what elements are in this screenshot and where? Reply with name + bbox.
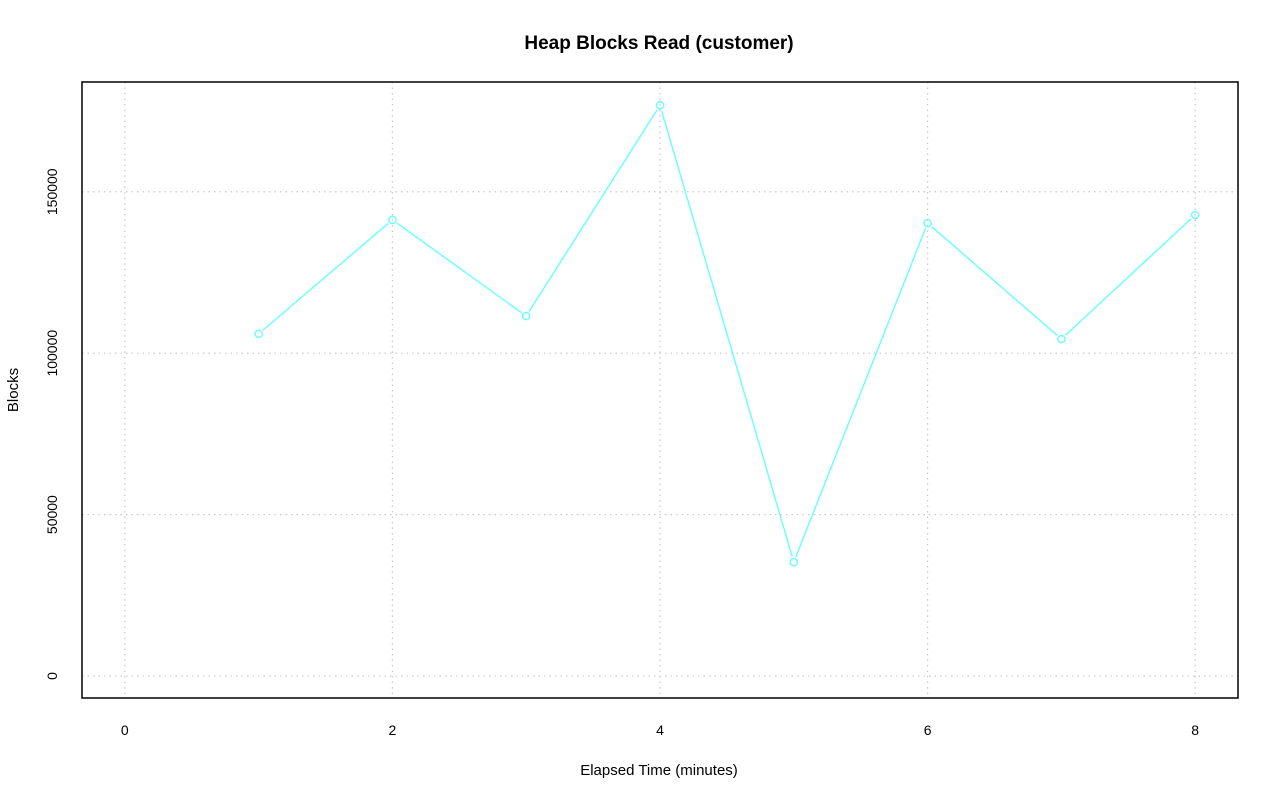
series-line-segment [528, 109, 658, 312]
series-layer [254, 100, 1200, 567]
y-tick-label: 50000 [44, 495, 60, 534]
data-point [655, 100, 665, 110]
data-point [923, 218, 932, 228]
y-axis: 0 50000 100000 150000 [44, 168, 60, 680]
data-point [521, 311, 531, 321]
data-point [789, 557, 799, 567]
x-tick-label: 6 [924, 722, 932, 738]
y-tick-label: 100000 [44, 330, 60, 377]
data-point [1190, 210, 1200, 220]
y-tick-label: 150000 [44, 168, 60, 215]
x-tick-label: 0 [121, 722, 129, 738]
x-axis: 0 2 4 6 8 [121, 722, 1199, 738]
data-point [388, 215, 397, 225]
series-line-segment [262, 222, 389, 331]
x-tick-label: 2 [389, 722, 397, 738]
series-line-segment [660, 110, 793, 557]
plot-frame [81, 81, 1239, 699]
x-tick-label: 4 [656, 722, 664, 738]
y-axis-label: Blocks [5, 368, 22, 412]
data-point [1057, 334, 1066, 344]
y-tick-label: 0 [44, 672, 60, 680]
data-point [254, 329, 263, 339]
series-line-segment [795, 227, 927, 558]
series-line-segment [1064, 218, 1192, 336]
x-tick-label: 8 [1191, 722, 1199, 738]
x-axis-label: Elapsed Time (minutes) [580, 762, 738, 779]
series-line-segment [396, 222, 523, 314]
series-line-segment [931, 226, 1058, 336]
chart-title: Heap Blocks Read (customer) [524, 33, 793, 54]
grid [82, 82, 1238, 698]
